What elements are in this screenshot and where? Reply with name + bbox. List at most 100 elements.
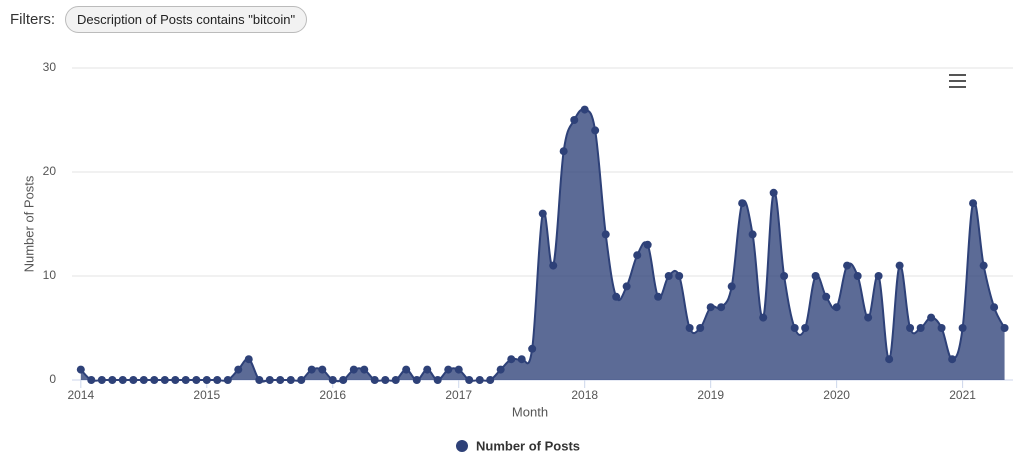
point	[948, 355, 957, 364]
point	[108, 376, 117, 384]
point	[423, 365, 432, 374]
point	[465, 376, 474, 384]
point	[76, 365, 85, 374]
point	[433, 376, 442, 384]
point	[118, 376, 127, 384]
point	[139, 376, 148, 384]
point	[958, 324, 967, 332]
point	[916, 324, 925, 332]
point	[790, 324, 799, 332]
point	[202, 376, 211, 384]
legend-symbol	[456, 440, 468, 452]
x-axis-label: Month	[512, 404, 548, 419]
point	[454, 365, 463, 374]
point	[696, 324, 705, 332]
point	[213, 376, 222, 384]
point	[150, 376, 159, 384]
point	[591, 126, 600, 135]
x-tick-label: 2015	[193, 388, 220, 402]
x-tick-label: 2014	[67, 388, 94, 402]
point	[244, 355, 253, 364]
point	[864, 313, 873, 322]
point	[360, 365, 369, 374]
point	[486, 376, 495, 384]
point	[906, 324, 915, 332]
point	[381, 376, 390, 384]
point	[286, 376, 295, 384]
point	[801, 324, 810, 332]
point	[748, 230, 757, 239]
x-tick-label: 2019	[697, 388, 724, 402]
y-tick-label: 0	[49, 372, 56, 386]
point	[160, 376, 169, 384]
y-tick-label: 30	[43, 60, 57, 74]
point	[234, 365, 243, 374]
point	[570, 116, 579, 124]
point	[370, 376, 379, 384]
x-tick-label: 2016	[319, 388, 346, 402]
point	[559, 147, 568, 156]
point	[412, 376, 421, 384]
point	[339, 376, 348, 384]
point	[402, 365, 411, 374]
point	[664, 272, 673, 280]
point	[549, 261, 558, 270]
point	[580, 105, 589, 114]
point	[622, 282, 631, 291]
point	[780, 272, 789, 280]
point	[769, 188, 778, 197]
point	[612, 292, 621, 301]
y-tick-label: 20	[43, 164, 57, 178]
y-tick-label: 10	[43, 268, 57, 282]
point	[885, 355, 894, 364]
point	[307, 365, 316, 374]
point	[727, 282, 736, 291]
point	[675, 272, 684, 280]
legend-item[interactable]: Number of Posts	[456, 438, 580, 453]
point	[181, 376, 190, 384]
point	[129, 376, 138, 384]
point	[97, 376, 106, 384]
point	[475, 376, 484, 384]
point	[706, 303, 715, 312]
x-tick-label: 2021	[949, 388, 976, 402]
point	[265, 376, 274, 384]
point	[843, 261, 852, 270]
menu-icon[interactable]	[949, 74, 966, 88]
point	[633, 251, 642, 260]
point	[601, 230, 610, 239]
point	[979, 261, 988, 270]
point	[255, 376, 264, 384]
point	[297, 376, 306, 384]
point	[822, 292, 831, 301]
point	[832, 303, 841, 312]
point	[391, 376, 400, 384]
point	[1000, 324, 1009, 332]
point	[654, 292, 663, 301]
point	[853, 272, 862, 280]
point	[444, 365, 453, 374]
area	[80, 109, 1005, 382]
x-tick-label: 2017	[445, 388, 472, 402]
point	[192, 376, 201, 384]
y-axis-label: Number of Posts	[21, 175, 36, 272]
point	[874, 272, 883, 280]
point	[349, 365, 358, 374]
point	[937, 324, 946, 332]
point	[538, 209, 547, 218]
point	[318, 365, 327, 374]
point	[685, 324, 694, 332]
point	[643, 240, 652, 249]
filter-chip[interactable]: Description of Posts contains "bitcoin"	[65, 6, 308, 33]
point	[927, 313, 936, 322]
point	[87, 376, 96, 384]
point	[811, 272, 820, 280]
point	[717, 303, 726, 312]
filters-label: Filters:	[10, 11, 55, 28]
point	[171, 376, 180, 384]
x-tick-label: 2020	[823, 388, 850, 402]
legend-label: Number of Posts	[476, 438, 580, 453]
x-tick-label: 2018	[571, 388, 598, 402]
